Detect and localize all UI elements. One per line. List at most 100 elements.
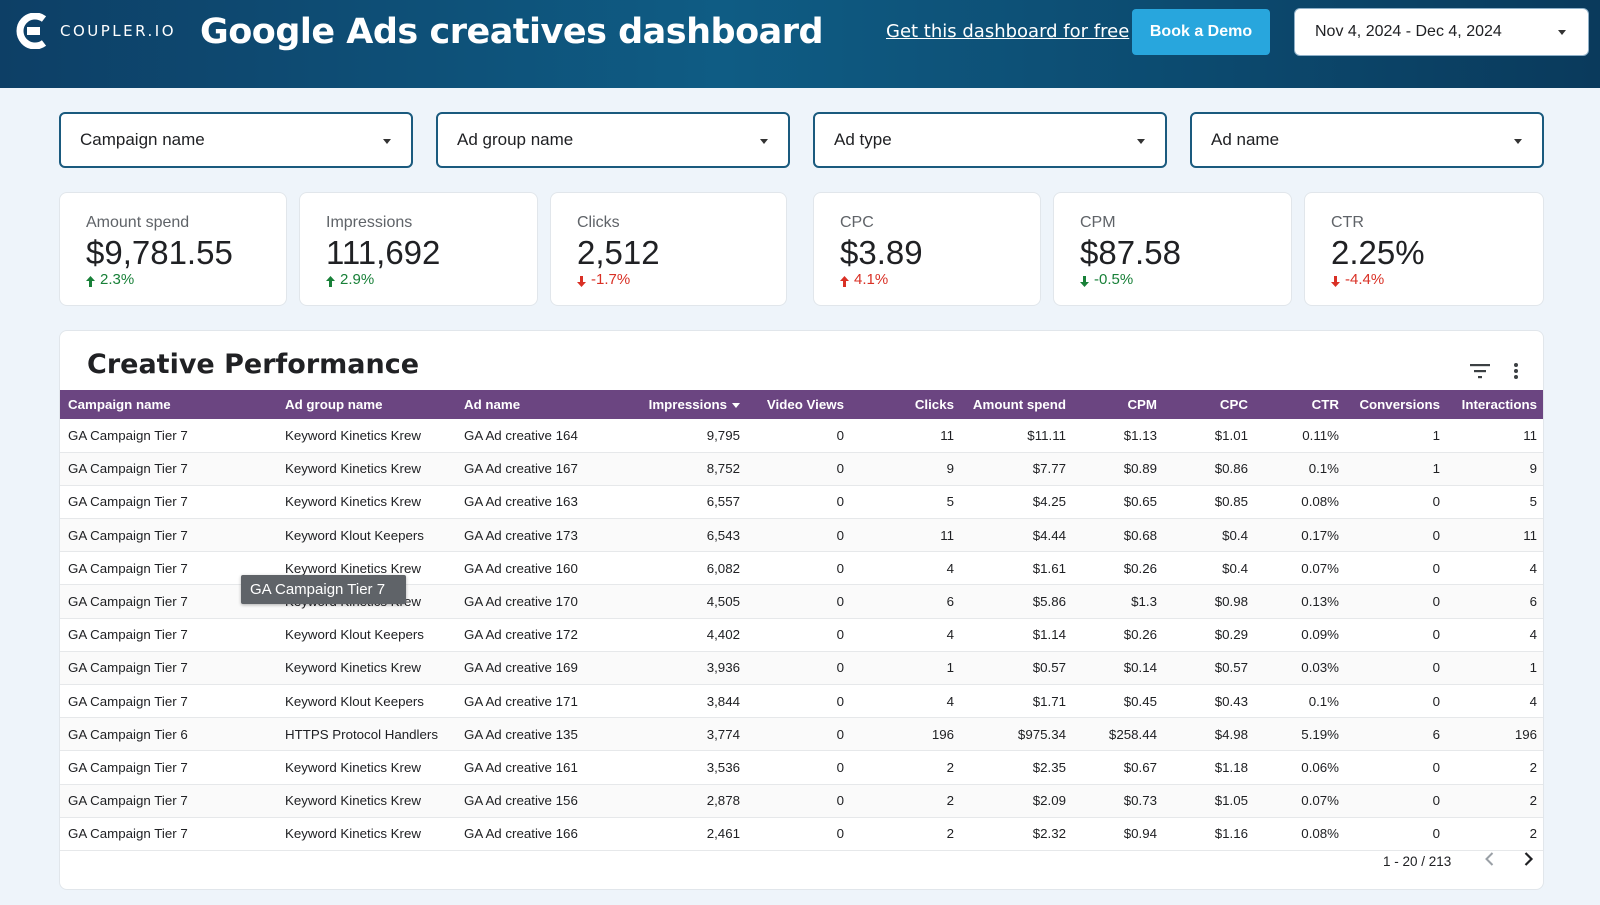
filter-ad-type[interactable]: Ad type — [813, 112, 1167, 168]
table-cell: 4 — [1529, 627, 1537, 643]
table-cell: $11.11 — [1027, 427, 1066, 443]
table-row[interactable]: GA Campaign Tier 7 Keyword Kinetics Krew G… — [60, 651, 1543, 685]
kpi-delta-value: 4.1% — [854, 271, 889, 288]
kpi-label: CPM — [1080, 214, 1116, 231]
table-row[interactable]: GA Campaign Tier 7 Keyword Kinetics Krew G… — [60, 485, 1543, 519]
kpi-label: CTR — [1331, 214, 1364, 231]
table-cell: GA Ad creative 161 — [464, 759, 578, 775]
table-cell: GA Campaign Tier 7 — [68, 627, 188, 643]
book-demo-button[interactable]: Book a Demo — [1132, 9, 1270, 55]
table-cell: 0 — [836, 461, 844, 477]
table-row[interactable]: GA Campaign Tier 7 Keyword Klout Keepers G… — [60, 685, 1543, 718]
page-title: Google Ads creatives dashboard — [200, 12, 824, 52]
table-cell: GA Campaign Tier 7 — [68, 759, 188, 775]
table-cell: 0 — [1432, 793, 1440, 809]
table-cell: $0.98 — [1214, 594, 1248, 610]
table-cell: $1.3 — [1131, 594, 1157, 610]
chevron-down-icon — [383, 139, 391, 144]
filter-icon[interactable] — [1470, 363, 1490, 379]
table-cell: $0.57 — [1214, 660, 1248, 676]
column-header[interactable]: Interactions — [1461, 397, 1537, 412]
filter-label: Ad group name — [457, 130, 574, 149]
column-header[interactable]: CPC — [1219, 397, 1248, 412]
filter-label: Ad name — [1211, 130, 1280, 149]
table-row[interactable]: GA Campaign Tier 7 Keyword Kinetics Krew G… — [60, 419, 1543, 453]
column-header[interactable]: Video Views — [766, 397, 844, 412]
table-cell: $0.45 — [1123, 693, 1157, 709]
table-cell: Keyword Kinetics Krew — [285, 793, 421, 809]
table-cell: 5 — [946, 494, 954, 510]
table-cell: $4.98 — [1214, 726, 1248, 742]
table-cell: $0.67 — [1123, 759, 1157, 775]
table-cell: 0.09% — [1301, 627, 1339, 643]
column-header[interactable]: Amount spend — [972, 397, 1066, 412]
table-row[interactable]: GA Campaign Tier 7 Keyword Kinetics Krew G… — [60, 751, 1543, 785]
table-row[interactable]: GA Campaign Tier 7 Keyword Klout Keepers G… — [60, 618, 1543, 652]
filter-campaign-name[interactable]: Campaign name — [59, 112, 413, 168]
table-row[interactable]: GA Campaign Tier 7 Keyword Kinetics Krew G… — [60, 552, 1543, 585]
kpi-value: $87.58 — [1080, 234, 1181, 271]
table-cell: $1.61 — [1032, 560, 1066, 576]
column-header[interactable]: Campaign name — [68, 397, 171, 412]
table-cell: $0.89 — [1123, 461, 1157, 477]
table-cell: $0.86 — [1214, 461, 1248, 477]
filter-ad-group-name[interactable]: Ad group name — [436, 112, 790, 168]
table-cell: $0.29 — [1214, 627, 1248, 643]
table-cell: 0 — [836, 759, 844, 775]
table-cell: GA Campaign Tier 7 — [68, 427, 188, 443]
table-cell: GA Campaign Tier 6 — [68, 726, 188, 742]
table-cell: 196 — [931, 726, 954, 742]
table-cell: $0.85 — [1214, 494, 1248, 510]
table-cell: $4.25 — [1032, 494, 1066, 510]
table-row[interactable]: GA Campaign Tier 7 Keyword Kinetics Krew G… — [60, 784, 1543, 818]
table-cell: 6 — [946, 594, 954, 610]
get-dashboard-link[interactable]: Get this dashboard for free — [886, 21, 1130, 42]
table-cell: GA Ad creative 163 — [464, 494, 578, 510]
table-cell: 0.11% — [1302, 427, 1339, 443]
more-vert-icon[interactable] — [1512, 362, 1520, 380]
table-cell: Keyword Kinetics Krew — [285, 759, 421, 775]
table-cell: $1.13 — [1123, 427, 1157, 443]
logo-text: COUPLER.IO — [60, 22, 177, 40]
table-cell: 2 — [946, 759, 954, 775]
column-header[interactable]: Clicks — [914, 397, 954, 412]
table-cell: GA Ad creative 164 — [464, 427, 578, 443]
table-cell: 5 — [1529, 494, 1537, 510]
column-header[interactable]: Conversions — [1359, 397, 1440, 412]
table-cell: GA Ad creative 160 — [464, 560, 578, 576]
table-cell: GA Campaign Tier 7 — [68, 693, 188, 709]
kpi-card-clicks: Clicks 2,512 -1.7% — [550, 192, 787, 306]
table-cell: 11 — [1523, 427, 1537, 443]
kpi-delta: 2.9% — [326, 271, 374, 288]
table-cell: $2.32 — [1032, 826, 1066, 842]
table-cell: 0 — [1432, 759, 1440, 775]
table-row[interactable]: GA Campaign Tier 7 Keyword Kinetics Krew G… — [60, 452, 1543, 486]
column-header[interactable]: CPM — [1127, 397, 1157, 412]
column-header[interactable]: Ad group name — [285, 397, 383, 412]
table-row[interactable]: GA Campaign Tier 6 HTTPS Protocol Handler… — [60, 717, 1543, 751]
table-cell: $7.77 — [1032, 461, 1066, 477]
column-header[interactable]: CTR — [1311, 397, 1339, 412]
column-header[interactable]: Ad name — [464, 397, 521, 412]
table-cell: 0 — [1432, 560, 1440, 576]
chevron-right-icon[interactable] — [1518, 849, 1538, 869]
chevron-left-icon[interactable] — [1480, 849, 1500, 869]
table-cell: Keyword Kinetics Krew — [285, 560, 421, 576]
table-row[interactable]: GA Campaign Tier 7 Keyword Klout Keepers G… — [60, 518, 1543, 552]
table-cell: 1 — [1432, 427, 1440, 443]
table-cell: Keyword Kinetics Krew — [285, 660, 421, 676]
column-header-sorted[interactable]: Impressions — [606, 390, 748, 419]
table-cell: 4 — [946, 627, 954, 643]
table-cell: 3,774 — [706, 726, 740, 742]
table-cell: 2 — [946, 826, 954, 842]
filter-ad-name[interactable]: Ad name — [1190, 112, 1544, 168]
kpi-delta: 4.1% — [840, 271, 888, 288]
logo[interactable]: COUPLER.IO — [14, 12, 177, 50]
arrow-down-icon — [577, 274, 586, 287]
creative-performance-card: Creative Performance Campaign name Ad gr… — [59, 330, 1544, 890]
table-cell: GA Ad creative 166 — [464, 826, 578, 842]
table-cell: GA Ad creative 169 — [464, 660, 578, 676]
table-row[interactable]: GA Campaign Tier 7 Keyword Kinetics Krew G… — [60, 817, 1543, 851]
table-cell: $975.34 — [1017, 726, 1066, 742]
date-range-picker[interactable]: Nov 4, 2024 - Dec 4, 2024 — [1294, 8, 1589, 56]
